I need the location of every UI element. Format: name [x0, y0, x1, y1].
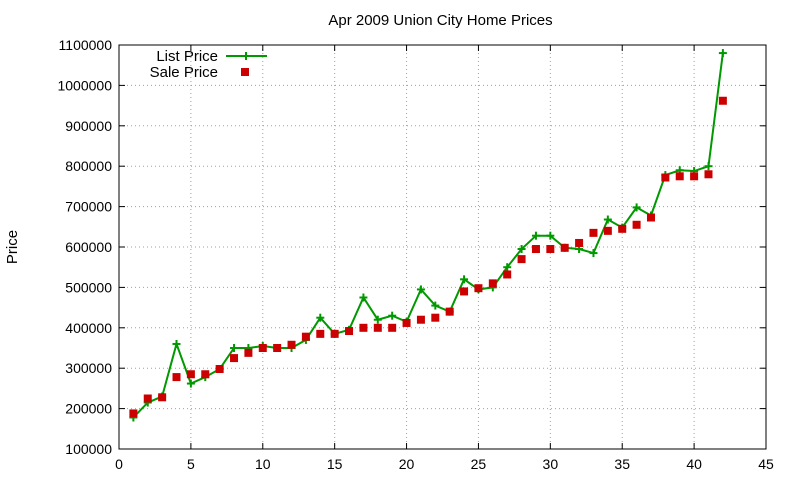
list-price-point [186, 379, 195, 388]
y-tick-label: 500000 [65, 279, 112, 295]
sale-price-point [143, 394, 152, 403]
sale-price-point [345, 327, 354, 336]
list-price-point [460, 275, 469, 284]
sale-price-point [388, 323, 397, 332]
sale-price-point [531, 245, 540, 254]
x-tick-label: 30 [543, 456, 559, 472]
sale-price-point [704, 170, 713, 179]
x-tick-label: 15 [327, 456, 343, 472]
sale-price-point [488, 279, 497, 288]
list-price-point [546, 231, 555, 240]
sale-price-point [603, 226, 612, 235]
sale-price-point [675, 172, 684, 181]
sale-price-point [546, 245, 555, 254]
x-tick-label: 35 [614, 456, 630, 472]
x-tick-label: 25 [471, 456, 487, 472]
y-tick-label: 100000 [65, 441, 112, 457]
list-price-point [431, 301, 440, 310]
sale-price-point [517, 255, 526, 264]
x-tick-label: 10 [255, 456, 271, 472]
sale-price-point [646, 213, 655, 222]
sale-price-point [618, 224, 627, 233]
list-price-point [373, 315, 382, 324]
sale-price-point [316, 329, 325, 338]
legend-item: Sale Price [150, 64, 249, 81]
sale-price-point [201, 370, 210, 379]
list-price-point [388, 311, 397, 320]
sale-price-point [402, 318, 411, 327]
plot-frame [118, 44, 767, 450]
list-price-point [503, 263, 512, 272]
x-tick-label: 20 [399, 456, 415, 472]
sale-price-point [431, 313, 440, 322]
list-price-line [132, 52, 724, 419]
list-price-point [517, 245, 526, 254]
sale-price-point [230, 354, 239, 363]
sale-price-point [416, 315, 425, 324]
list-price-point [718, 49, 727, 58]
list-price-point [632, 203, 641, 212]
sale-price-series [129, 96, 727, 418]
legend-square-marker [241, 68, 249, 76]
y-tick-label: 1000000 [57, 77, 112, 93]
sale-price-point [718, 96, 727, 105]
y-axis-title: Price [4, 230, 21, 264]
y-tick-label: 900000 [65, 118, 112, 134]
list-price-point [359, 293, 368, 302]
sale-price-point [632, 220, 641, 229]
list-price-point [316, 313, 325, 322]
sale-price-point [589, 228, 598, 237]
sale-price-point [301, 332, 310, 341]
y-tick-label: 400000 [65, 320, 112, 336]
y-tick-label: 700000 [65, 199, 112, 215]
sale-price-point [158, 393, 167, 402]
list-price-point [704, 162, 713, 171]
y-tick-label: 300000 [65, 360, 112, 376]
sale-price-point [287, 340, 296, 349]
sale-price-point [129, 409, 138, 418]
list-price-point [230, 344, 239, 352]
sale-price-point [258, 344, 267, 352]
sale-price-point [273, 344, 282, 352]
legend-label: List Price [156, 48, 218, 65]
sale-price-point [690, 172, 699, 181]
x-tick-label: 5 [187, 456, 195, 472]
y-tick-label: 800000 [65, 158, 112, 174]
axis-ticks: 0 5 10 15 20 25 30 35 40 45 100000 200000 300000 4000… [57, 37, 774, 472]
chart-title: Apr 2009 Union City Home Prices [328, 12, 552, 29]
x-tick-label: 0 [115, 456, 123, 472]
list-price-point [589, 249, 598, 258]
sale-price-point [460, 287, 469, 296]
y-tick-label: 600000 [65, 239, 112, 255]
legend-label: Sale Price [150, 64, 218, 81]
list-price-point [531, 231, 540, 240]
sale-price-point [474, 284, 483, 293]
grid [119, 45, 766, 449]
sale-price-point [560, 243, 569, 252]
legend-cross-marker [242, 52, 250, 60]
sale-price-point [373, 323, 382, 332]
y-tick-label: 200000 [65, 401, 112, 417]
x-tick-label: 45 [758, 456, 774, 472]
sale-price-point [359, 323, 368, 332]
sale-price-point [186, 370, 195, 379]
sale-price-point [503, 270, 512, 279]
list-price-point [603, 215, 612, 224]
list-price-point [416, 285, 425, 294]
list-price-point [172, 339, 181, 348]
series-layer [129, 49, 727, 422]
y-tick-label: 1100000 [59, 37, 113, 53]
x-tick-label: 40 [686, 456, 702, 472]
sale-price-point [330, 329, 339, 338]
sale-price-point [215, 365, 224, 374]
legend-item: List Price [156, 48, 267, 65]
sale-price-point [575, 238, 584, 247]
sale-price-point [172, 373, 181, 382]
sale-price-point [445, 307, 454, 316]
sale-price-point [244, 348, 253, 357]
sale-price-point [661, 173, 670, 182]
